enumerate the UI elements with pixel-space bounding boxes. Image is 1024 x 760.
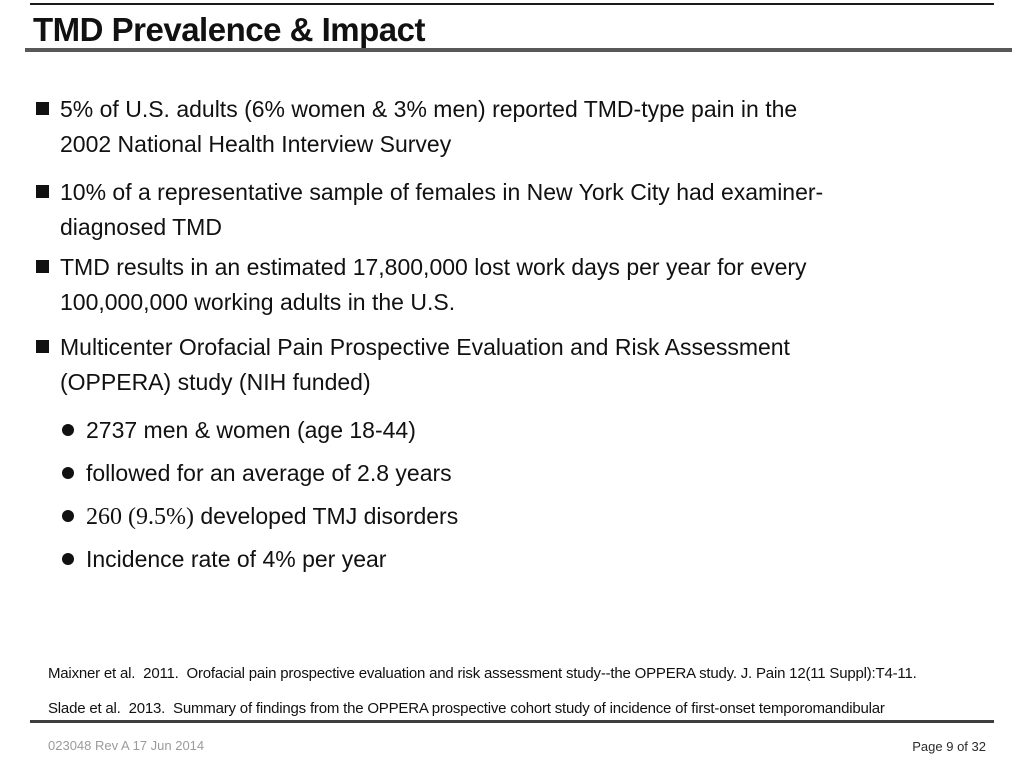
sub-bullet-item: 2737 men & women (age 18-44) bbox=[62, 413, 962, 447]
reference-citation: Maixner et al. 2011. Orofacial pain pros… bbox=[48, 621, 993, 726]
circle-bullet-icon bbox=[62, 467, 74, 479]
circle-bullet-icon bbox=[62, 424, 74, 436]
sub-bullet-text: 2737 men & women (age 18-44) bbox=[86, 417, 416, 443]
sub-bullet-text: followed for an average of 2.8 years bbox=[86, 460, 452, 486]
bullet-line: 10% of a representative sample of female… bbox=[60, 179, 824, 205]
bullet-item: Multicenter Orofacial Pain Prospective E… bbox=[36, 330, 966, 400]
reference-line: Slade et al. 2013. Summary of findings f… bbox=[48, 700, 885, 717]
sub-bullet-item: followed for an average of 2.8 years bbox=[62, 456, 962, 490]
footer-rule bbox=[30, 720, 994, 723]
bullet-item: 10% of a representative sample of female… bbox=[36, 175, 966, 245]
sub-bullet-item: Incidence rate of 4% per year bbox=[62, 542, 962, 576]
bullet-line: TMD results in an estimated 17,800,000 l… bbox=[60, 254, 807, 280]
bullet-line: 2002 National Health Interview Survey bbox=[60, 131, 452, 157]
bullet-item: 5% of U.S. adults (6% women & 3% men) re… bbox=[36, 92, 966, 162]
bullet-line: 100,000,000 working adults in the U.S. bbox=[60, 289, 456, 315]
page-title: TMD Prevalence & Impact bbox=[33, 11, 425, 48]
bullet-line: 5% of U.S. adults (6% women & 3% men) re… bbox=[60, 96, 798, 122]
bullet-text: 5% of U.S. adults (6% women & 3% men) re… bbox=[60, 92, 797, 162]
bullet-line: diagnosed TMD bbox=[60, 214, 222, 240]
bullet-line: (OPPERA) study (NIH funded) bbox=[60, 369, 371, 395]
sub-bullet-rest: developed TMJ disorders bbox=[193, 503, 459, 529]
square-bullet-icon bbox=[36, 340, 49, 353]
square-bullet-icon bbox=[36, 185, 49, 198]
bullet-text: TMD results in an estimated 17,800,000 l… bbox=[60, 250, 807, 320]
sub-bullet-text: Incidence rate of 4% per year bbox=[86, 546, 387, 572]
square-bullet-icon bbox=[36, 260, 49, 273]
bullet-item: TMD results in an estimated 17,800,000 l… bbox=[36, 250, 966, 320]
document-number: 023048 Rev A 17 Jun 2014 bbox=[48, 738, 205, 753]
sub-bullet-item: 260 (9.5%) developed TMJ disorders bbox=[62, 499, 962, 534]
serif-number: 260 (9.5%) bbox=[86, 504, 194, 530]
circle-bullet-icon bbox=[62, 510, 74, 522]
page-number: Page 9 of 32 bbox=[912, 739, 986, 754]
sub-bullet-text: 260 (9.5%) developed TMJ disorders bbox=[86, 499, 458, 534]
bullet-line: Multicenter Orofacial Pain Prospective E… bbox=[60, 334, 790, 360]
circle-bullet-icon bbox=[62, 553, 74, 565]
bullet-text: 10% of a representative sample of female… bbox=[60, 175, 823, 245]
title-underline bbox=[25, 48, 1012, 52]
reference-citation: Slade et al. 2013. Summary of findings f… bbox=[48, 656, 993, 760]
bullet-text: Multicenter Orofacial Pain Prospective E… bbox=[60, 330, 790, 400]
top-rule bbox=[30, 3, 994, 5]
square-bullet-icon bbox=[36, 102, 49, 115]
reference-line: Maixner et al. 2011. Orofacial pain pros… bbox=[48, 665, 917, 682]
